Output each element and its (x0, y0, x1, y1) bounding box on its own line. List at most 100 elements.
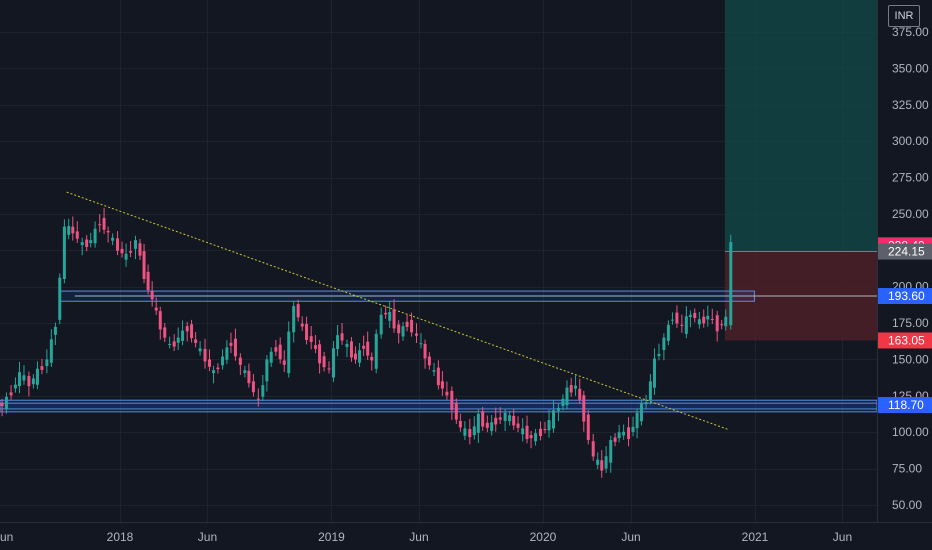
candle-body (410, 319, 414, 333)
price-tag: 118.70 (878, 397, 932, 414)
candle-body (332, 348, 336, 378)
candle-body (98, 224, 102, 226)
candle-body (693, 312, 697, 318)
time-axis[interactable]: Jun 2018 Jun 2019 Jun 2020 Jun 2021 Jun (0, 530, 852, 544)
y-tick-label: 250.00 (892, 207, 929, 221)
price-tag-bg (878, 397, 932, 414)
candle-body (274, 347, 278, 352)
candle-body (644, 402, 648, 405)
candle-body (547, 420, 551, 431)
candle-body (305, 323, 309, 341)
candle-body (652, 358, 656, 388)
candle-body (485, 422, 489, 428)
y-tick-label: 75.00 (892, 462, 922, 476)
zone-rect-3[interactable] (0, 402, 878, 413)
candle-body (80, 242, 84, 246)
candle-body (613, 437, 617, 442)
x-tick-label: 2021 (742, 530, 769, 544)
x-tick-label: 2020 (530, 530, 557, 544)
y-tick-label: 325.00 (892, 98, 929, 112)
x-tick-label: 2019 (318, 530, 345, 544)
candle-body (432, 370, 436, 372)
candle-body (49, 339, 53, 363)
candle-body (631, 426, 635, 432)
candle-body (45, 359, 49, 367)
candle-body (521, 428, 525, 435)
candle-body (609, 440, 613, 463)
candle-body (158, 311, 162, 330)
candle-body (269, 351, 273, 363)
x-tick-label: Jun (409, 530, 428, 544)
candle-body (13, 384, 17, 389)
candle-body (675, 312, 679, 324)
candle-body (494, 417, 498, 425)
candle-body (142, 251, 146, 279)
candle-body (436, 367, 440, 386)
candle-body (627, 427, 631, 439)
price-tag-label: 224.15 (888, 245, 925, 259)
price-tag-bg (878, 288, 932, 305)
candle-body (574, 385, 578, 389)
candle-body (292, 306, 296, 333)
candle-body (680, 324, 684, 326)
candle-body (133, 240, 137, 249)
candle-body (596, 459, 600, 465)
x-tick-label: Jun (621, 530, 640, 544)
price-tag-label: 118.70 (888, 398, 924, 412)
candle-body (512, 415, 516, 426)
candle-body (729, 242, 733, 326)
candle-body (120, 248, 124, 254)
candle-body (706, 315, 710, 320)
candle-body (138, 243, 142, 256)
candle-body (172, 341, 176, 347)
y-tick-label: 375.00 (892, 25, 929, 39)
candle-body (265, 359, 269, 382)
y-tick-label: 50.00 (892, 498, 922, 512)
candle-body (116, 238, 120, 251)
candle-body (340, 333, 344, 341)
candle-body (238, 357, 242, 365)
currency-label[interactable]: INR (888, 5, 920, 27)
candle-body (4, 396, 8, 410)
candle-body (702, 316, 706, 324)
candle-body (27, 375, 31, 387)
target-zone[interactable] (724, 0, 877, 252)
candle-body (243, 370, 247, 374)
candle-body (287, 331, 291, 374)
candle-body (476, 413, 480, 433)
candle-body (516, 423, 520, 428)
descending-trendline[interactable] (66, 191, 728, 430)
y-tick-label: 150.00 (892, 352, 929, 366)
candle-body (445, 391, 449, 396)
candle-body (85, 239, 89, 247)
candle-body (349, 341, 353, 358)
candle-body (22, 375, 26, 381)
candle-body (622, 431, 626, 436)
candle-body (225, 347, 229, 360)
candle-body (190, 324, 194, 339)
price-tag: 224.15 (878, 243, 932, 260)
candle-body (71, 226, 75, 234)
candle-body (17, 372, 21, 386)
candle-body (715, 315, 719, 332)
candle-body (221, 356, 225, 366)
candle-body (146, 271, 150, 291)
candle-body (472, 426, 476, 436)
trendline[interactable] (66, 191, 728, 430)
candle-body (561, 398, 565, 407)
candle-body (697, 319, 701, 325)
y-tick-label: 175.00 (892, 316, 929, 330)
candle-body (322, 356, 326, 368)
x-tick-label: Jun (0, 530, 13, 544)
candle-body (198, 348, 202, 352)
candle-body (423, 343, 427, 359)
candle-body (635, 412, 639, 429)
long-position-tool[interactable] (724, 0, 877, 341)
candle-body (229, 342, 233, 346)
candle-body (543, 429, 547, 431)
candle-body (454, 402, 458, 420)
candle-body (168, 343, 172, 345)
price-tag: 163.05 (878, 332, 932, 349)
